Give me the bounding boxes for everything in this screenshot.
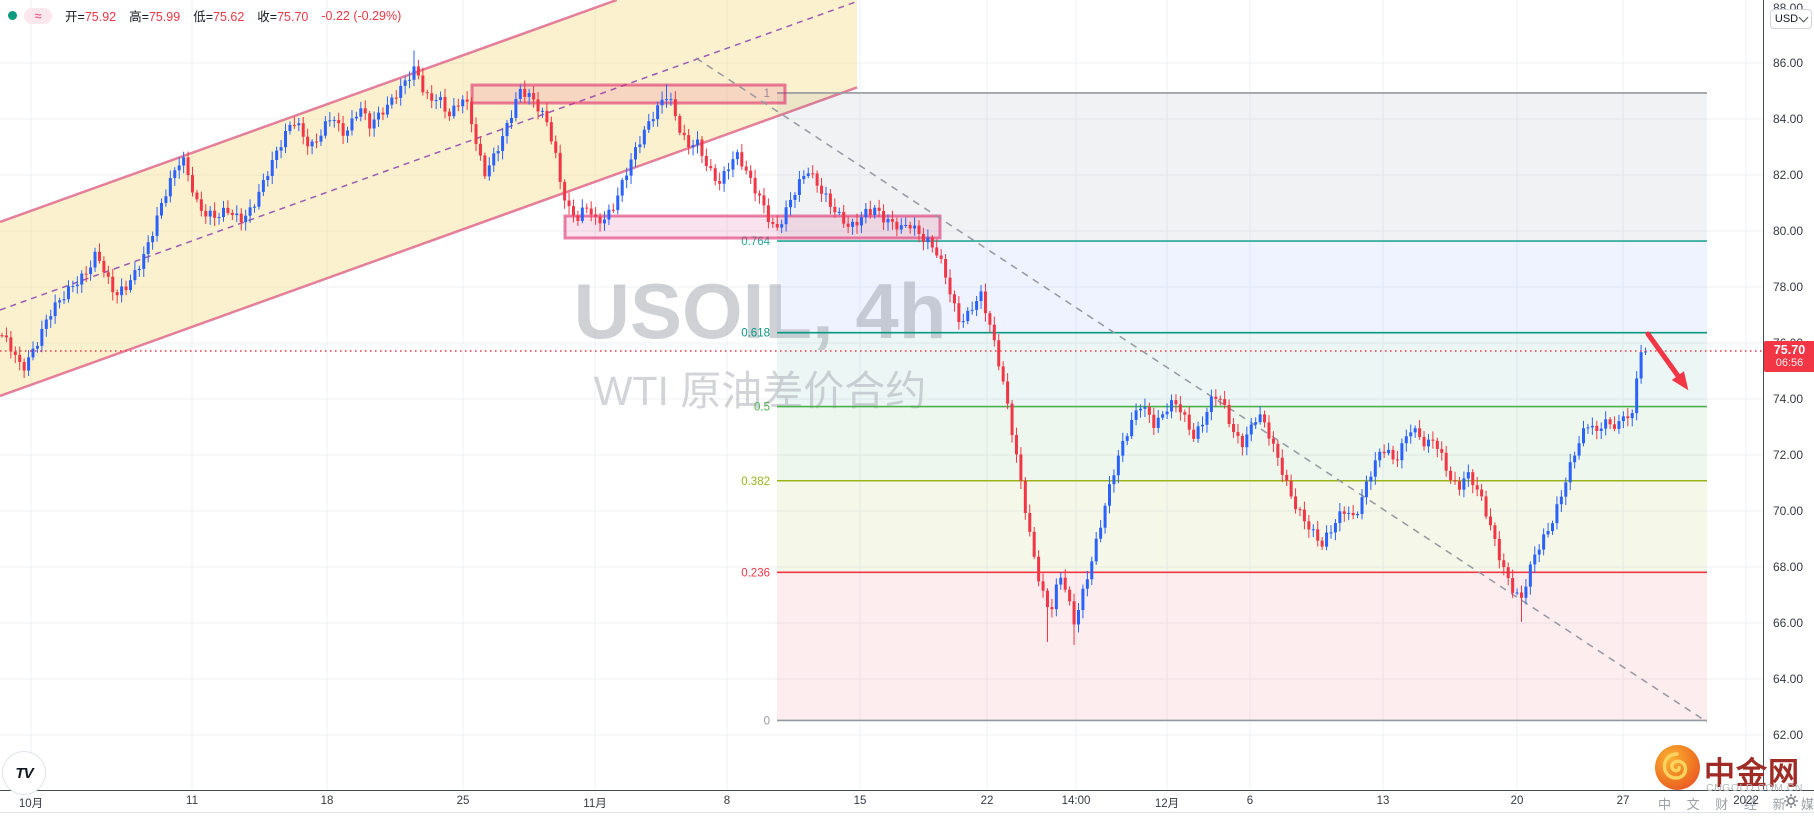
candles [0,50,1648,645]
channel-lower-line[interactable] [0,86,858,398]
price-axis[interactable]: USD 88.0086.0084.0082.0080.0078.0076.007… [1763,0,1814,812]
time-axis-label: 18 [320,795,334,807]
time-axis[interactable]: 10月 11 18 25 11月 8 15 22 14:00 12月 6 13 20 27 2022 [0,790,1814,813]
fib-level-label: 0 [764,715,770,727]
price-axis-label: 72.00 [1773,448,1804,462]
tradingview-glyph-icon: TV [15,764,33,782]
price-axis-label: 74.00 [1773,392,1804,406]
fib-level-label: 1 [764,88,770,100]
price-axis-label: 82.00 [1773,168,1804,182]
sell-arrow-head[interactable] [1671,371,1689,391]
price-axis-label: 84.00 [1773,112,1804,126]
downtrend-dashed-line[interactable] [695,57,1708,723]
time-axis-label: 27 [1616,795,1630,807]
time-axis-label: 2022 [1733,795,1759,807]
time-axis-label: 11月 [583,798,607,810]
channel-fill[interactable] [0,0,857,396]
approx-badge[interactable]: ≈ [24,7,52,24]
cngold-tagline: 中 文 财 经 新 媒 体 [1658,797,1814,812]
fib-level-label: 0.236 [741,567,770,579]
series-visibility-dot[interactable] [8,11,17,20]
watermark-symbol: USOIL, 4h [574,267,947,355]
price-axis-label: 78.00 [1773,280,1804,294]
price-axis-label: 70.00 [1773,504,1804,518]
tradingview-logo[interactable]: TV [2,751,46,795]
time-axis-label: 22 [980,795,994,807]
price-axis-label: 68.00 [1773,560,1804,574]
time-axis-label: 12月 [1154,798,1180,810]
widget-bottom-border [0,812,1814,813]
price-axis-label: 80.00 [1773,224,1804,238]
cngold-branding: 中金网 CNGOLD.COM.CN [1652,742,1807,812]
channel-median-line[interactable] [0,0,858,311]
fib-band [777,480,1707,573]
cngold-wordmark: 中金网 [1704,756,1800,791]
price-axis-label: 64.00 [1773,672,1804,686]
ohlc-low: 低=75.62 [193,10,245,24]
channel-upper-line[interactable] [0,0,618,224]
ohlc-close: 收=75.70 [257,10,309,24]
time-axis-label: 11 [186,795,198,807]
current-price: 75.70 [1773,342,1806,357]
ohlc-high: 高=75.99 [129,10,181,24]
time-axis-label: 15 [853,795,867,807]
cngold-flame-icon [1655,745,1700,790]
fib-band [777,241,1707,333]
time-axis-label: 13 [1376,795,1390,807]
fib-level-label: 0.5 [754,402,770,414]
ohlc-open: 开=75.92 [65,10,117,24]
chevron-down-icon [1798,12,1809,23]
time-axis-label: 8 [723,795,731,807]
symbol-legend[interactable]: ≈ 开=75.92 高=75.99 低=75.62 收=75.70 -0.22 … [8,6,401,25]
price-change: -0.22 (-0.29%) [321,8,402,23]
fib-level-label: 0.382 [741,476,770,488]
time-axis-label: 10月 [18,798,44,810]
currency-label: USD [1774,13,1799,25]
fib-band [777,332,1707,407]
price-axis-label: 86.00 [1773,56,1804,70]
current-price-badge[interactable]: 75.70 06:56 [1764,341,1814,372]
time-axis-label: 6 [1246,795,1254,807]
cngold-domain: CNGOLD.COM.CN [1706,782,1803,794]
sell-arrow-shaft[interactable] [1645,331,1681,379]
currency-dropdown[interactable]: USD [1770,9,1812,29]
resistance-zone-rect[interactable] [470,83,787,105]
time-axis-label: 20 [1510,795,1524,807]
time-axis-label: 25 [456,795,470,807]
time-axis-label: 14:00 [1061,795,1091,807]
fib-level-label: 0.618 [741,328,770,340]
bar-countdown: 06:56 [1775,357,1804,370]
gear-icon[interactable] [1783,793,1799,809]
price-axis-label: 62.00 [1773,728,1804,742]
price-axis-label: 66.00 [1773,616,1804,630]
fib-band [777,572,1707,721]
resistance-zone-rect[interactable] [563,214,942,240]
